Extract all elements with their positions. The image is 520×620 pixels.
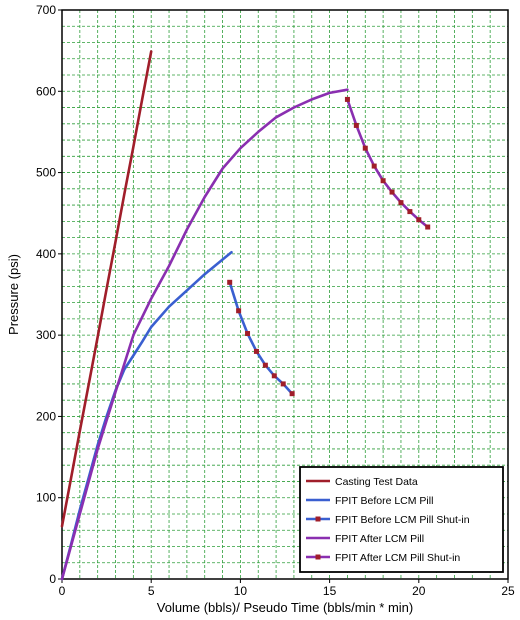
y-tick-label: 300: [36, 328, 56, 342]
series-5-point: [416, 217, 422, 223]
y-tick-label: 200: [36, 409, 56, 423]
legend-box: [299, 466, 504, 573]
legend-label-5: FPIT After LCM Pill Shut-in: [335, 552, 460, 564]
series-5-point: [407, 209, 413, 215]
x-tick-label: 10: [234, 584, 248, 598]
legend-label-1: Casting Test Data: [335, 476, 418, 488]
series-5-point: [353, 122, 359, 128]
x-tick-label: 0: [59, 584, 66, 598]
y-tick-label: 700: [36, 3, 56, 17]
legend-label-2: FPIT Before LCM Pill: [335, 495, 433, 507]
legend-label-3: FPIT Before LCM Pill Shut-in: [335, 514, 470, 526]
series-group: [60, 50, 431, 581]
legend-marker-5: [315, 554, 321, 560]
legend-label-4: FPIT After LCM Pill: [335, 533, 424, 545]
series-line-5: [346, 98, 430, 229]
y-tick-label: 100: [36, 491, 56, 505]
series-line-1: [60, 50, 153, 528]
series-3-point: [289, 391, 295, 397]
y-tick-label: 500: [36, 166, 56, 180]
y-tick-label: 0: [49, 572, 56, 586]
series-5-point: [398, 200, 404, 206]
series-5-point: [344, 96, 350, 102]
legend: Casting Test Data FPIT Before LCM Pill FPI…: [299, 466, 504, 573]
series-3-point: [280, 381, 286, 387]
series-3-point: [271, 373, 277, 379]
grid-lines: [62, 10, 508, 579]
y-tick-label: 400: [36, 247, 56, 261]
x-axis-title: Volume (bbls)/ Pseudo Time (bbls/min * m…: [157, 600, 413, 615]
series-5-point: [380, 178, 386, 184]
series-3-point: [253, 348, 259, 354]
series-5-point: [362, 145, 368, 151]
series-5-point: [389, 189, 395, 195]
series-5-point: [425, 224, 431, 230]
series-3-point: [236, 308, 242, 314]
axis-ticks: 0 5 10 15 20 25 0 100 200 300 400 500 600 700: [36, 3, 515, 598]
x-tick-label: 25: [501, 584, 515, 598]
series-line-4: [60, 88, 349, 581]
series-3-point: [262, 362, 268, 368]
series-3-point: [245, 331, 251, 337]
x-tick-label: 15: [323, 584, 337, 598]
x-tick-label: 5: [148, 584, 155, 598]
x-tick-label: 20: [412, 584, 426, 598]
legend-marker-3: [315, 516, 321, 522]
plot-area-border: [61, 9, 509, 580]
series-3-point: [227, 279, 233, 285]
y-tick-label: 600: [36, 84, 56, 98]
y-axis-title: Pressure (psi): [6, 254, 21, 335]
series-5-point: [371, 163, 377, 169]
